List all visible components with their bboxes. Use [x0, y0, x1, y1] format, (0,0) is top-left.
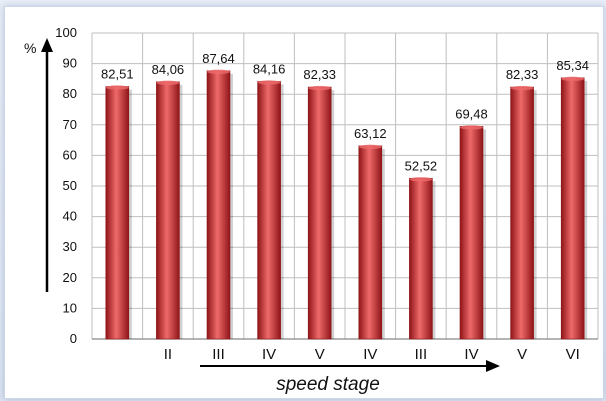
bar [358, 145, 383, 340]
bar-value-label: 69,48 [455, 106, 488, 121]
bar-value-label: 82,33 [506, 67, 539, 82]
x-tick-label: III [415, 346, 428, 363]
bar-value-label: 87,64 [202, 51, 235, 66]
y-tick-label: 30 [63, 239, 77, 254]
y-tick-label: 90 [63, 56, 77, 71]
y-tick-label: 20 [63, 270, 77, 285]
bar-cap [510, 85, 534, 91]
bar [156, 81, 180, 340]
y-tick-label: 10 [63, 300, 77, 315]
y-tick-label: 60 [63, 147, 77, 162]
bar-cap [207, 69, 230, 75]
bar [105, 86, 130, 340]
x-tick-label: V [517, 346, 527, 363]
bar-value-label: 52,52 [405, 158, 438, 173]
bar-value-label: 82,51 [101, 67, 134, 82]
bar-cap [358, 144, 382, 150]
y-tick-label: 80 [63, 86, 77, 101]
y-tick-label: 0 [70, 331, 77, 346]
x-axis-arrow-head [486, 360, 500, 372]
bar [560, 77, 585, 340]
y-axis-label: % [24, 40, 36, 56]
x-tick-label: III [212, 346, 225, 363]
y-tick-label: 50 [63, 178, 77, 193]
bar-value-label: 85,34 [556, 58, 589, 73]
bar [307, 86, 332, 340]
bars [105, 69, 588, 340]
bar [409, 177, 433, 340]
x-tick-label: VI [566, 346, 580, 363]
y-axis-arrow-head [41, 38, 53, 52]
bar-cap [460, 125, 483, 130]
bar-value-label: 84,06 [152, 62, 185, 77]
bar-cap [561, 76, 585, 82]
y-tick-label: 100 [55, 25, 77, 40]
x-tick-labels: II III IV V IV III IV V VI [164, 346, 580, 363]
x-tick-label: II [164, 346, 172, 363]
x-tick-label: IV [363, 346, 377, 363]
bar-cap [409, 177, 433, 182]
y-tick-label: 70 [63, 117, 77, 132]
x-tick-label: V [315, 346, 325, 363]
bar-cap [257, 80, 281, 85]
chart-panel [4, 6, 604, 399]
x-tick-label: IV [464, 346, 478, 363]
bar-value-label: 63,12 [354, 126, 387, 141]
bar-cap [156, 80, 180, 85]
y-tick-label: 40 [63, 209, 77, 224]
bar-cap [308, 85, 332, 91]
x-axis-label: speed stage [276, 374, 380, 395]
y-tick-labels: 0 10 20 30 40 50 60 70 80 90 100 [55, 25, 77, 346]
bar [459, 126, 484, 340]
bar-cap [105, 85, 129, 90]
bar-value-label: 84,16 [253, 61, 286, 76]
bar [510, 86, 534, 340]
value-labels: 82,51 84,06 87,64 84,16 82,33 63,12 52,52 69,48… [101, 51, 589, 173]
x-tick-label: IV [262, 346, 276, 363]
bar-value-label: 82,33 [303, 67, 336, 82]
bar [206, 70, 231, 340]
bar [257, 81, 281, 340]
